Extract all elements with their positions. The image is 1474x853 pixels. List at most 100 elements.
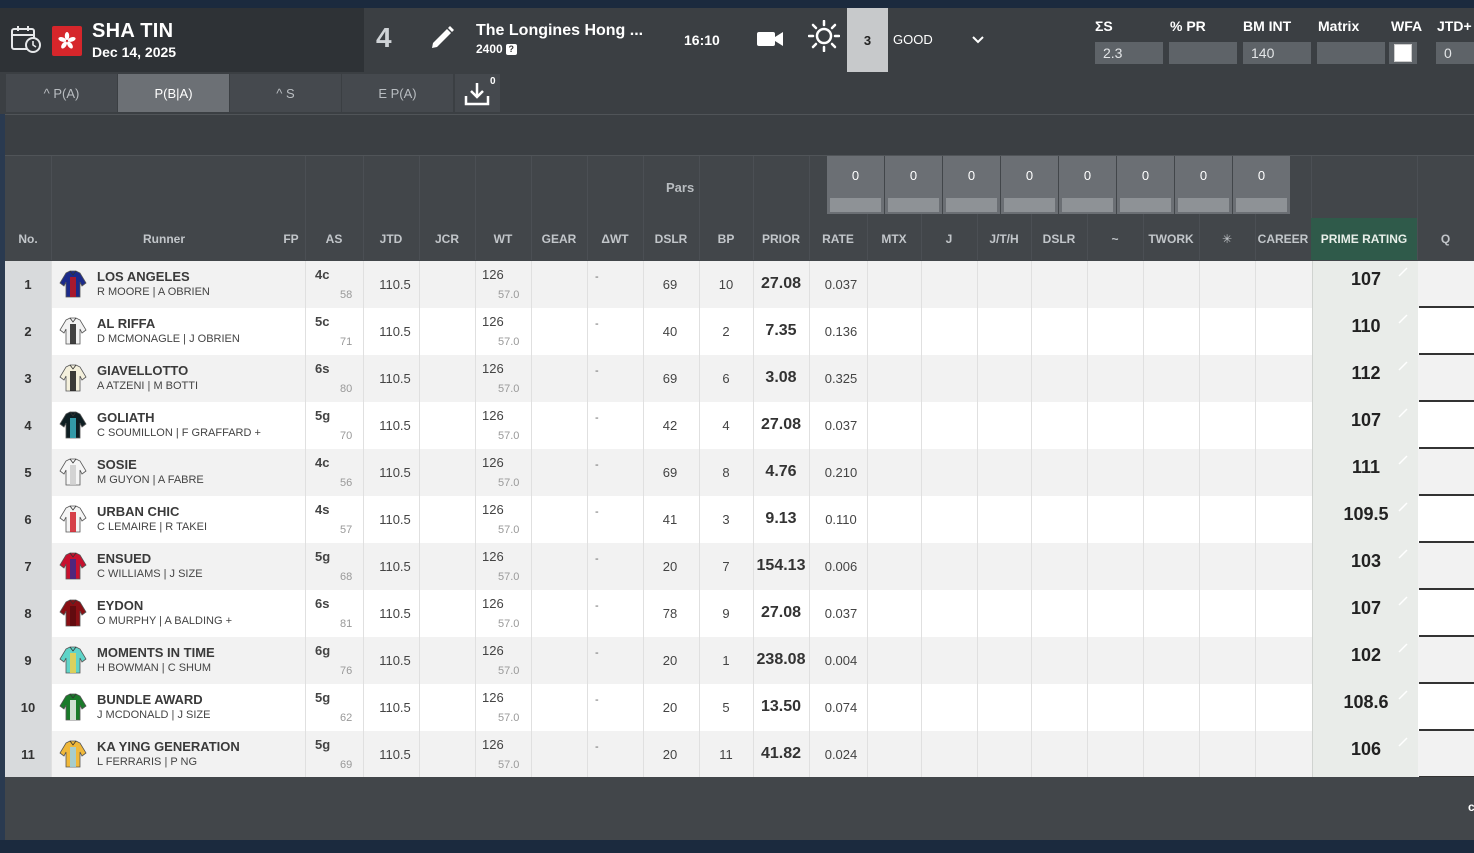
runner-name[interactable]: ENSUED (97, 551, 152, 566)
edit-corner-icon[interactable] (1398, 737, 1408, 747)
q-cell[interactable] (1419, 261, 1474, 308)
q-cell[interactable] (1419, 590, 1474, 637)
table-row[interactable]: 6 URBAN CHIC C LEMAIRE | R TAKEI 4s 57 1… (5, 496, 1474, 543)
prime-rating-cell[interactable]: 107 (1312, 590, 1418, 637)
prime-rating-cell[interactable]: 102 (1312, 637, 1418, 684)
pr-field[interactable] (1169, 42, 1237, 64)
runner-name[interactable]: AL RIFFA (97, 316, 156, 331)
jtd-plus-field[interactable]: 0 (1436, 42, 1474, 64)
runner-name[interactable]: GOLIATH (97, 410, 155, 425)
edit-corner-icon[interactable] (1398, 596, 1408, 606)
runner-name[interactable]: LOS ANGELES (97, 269, 190, 284)
par-cell[interactable]: 0 (827, 156, 884, 214)
race-number[interactable]: 4 (376, 22, 392, 53)
chevron-down-icon[interactable] (970, 34, 986, 46)
table-row[interactable]: 1 LOS ANGELES R MOORE | A OBRIEN 4c 58 1… (5, 261, 1474, 308)
download-button[interactable] (455, 74, 500, 112)
prime-rating-cell[interactable]: 109.5 (1312, 496, 1418, 543)
runner-name[interactable]: MOMENTS IN TIME (97, 645, 215, 660)
par-cell[interactable]: 0 (1117, 156, 1174, 214)
table-row[interactable]: 7 ENSUED C WILLIAMS | J SIZE 5g 68 110.5… (5, 543, 1474, 590)
col-twork[interactable]: TWORK (1148, 232, 1194, 246)
par-cell[interactable]: 0 (1059, 156, 1116, 214)
col-wt[interactable]: WT (493, 232, 513, 246)
par-cell[interactable]: 0 (943, 156, 1000, 214)
col-prime-rating[interactable]: PRIME RATING (1311, 218, 1417, 260)
q-cell[interactable] (1419, 731, 1474, 778)
runner-name[interactable]: EYDON (97, 598, 144, 613)
par-cell[interactable]: 0 (885, 156, 942, 214)
col-dslr[interactable]: DSLR (654, 232, 688, 246)
edit-corner-icon[interactable] (1398, 361, 1408, 371)
tab-e-p-a[interactable]: E P(A) (342, 74, 453, 112)
q-cell[interactable] (1419, 355, 1474, 402)
edit-corner-icon[interactable] (1398, 267, 1408, 277)
col-jcr[interactable]: JCR (434, 232, 459, 246)
runner-name[interactable]: KA YING GENERATION (97, 739, 240, 754)
col-tilde[interactable]: ~ (1111, 232, 1119, 246)
q-cell[interactable] (1419, 308, 1474, 355)
table-row[interactable]: 11 KA YING GENERATION L FERRARIS | P NG … (5, 731, 1474, 778)
col-fp[interactable]: FP (283, 232, 299, 246)
col-career[interactable]: CAREER (1257, 232, 1309, 246)
edit-corner-icon[interactable] (1398, 690, 1408, 700)
prime-rating-cell[interactable]: 103 (1312, 543, 1418, 590)
par-cell[interactable]: 0 (1175, 156, 1232, 214)
prime-rating-cell[interactable]: 112 (1312, 355, 1418, 402)
prime-rating-cell[interactable]: 110 (1312, 308, 1418, 355)
col-gear[interactable]: GEAR (541, 232, 577, 246)
prime-rating-cell[interactable]: 106 (1312, 731, 1418, 778)
table-row[interactable]: 10 BUNDLE AWARD J MCDONALD | J SIZE 5g 6… (5, 684, 1474, 731)
q-cell[interactable] (1419, 543, 1474, 590)
sum-s-field[interactable]: 2.3 (1095, 42, 1163, 64)
help-icon[interactable]: ? (505, 44, 517, 56)
q-cell[interactable] (1419, 637, 1474, 684)
col-prior[interactable]: PRIOR (761, 232, 800, 246)
col-as[interactable]: AS (325, 232, 343, 246)
runner-name[interactable]: SOSIE (97, 457, 137, 472)
col-star[interactable]: ✳ (1221, 232, 1233, 246)
col-bp[interactable]: BP (717, 232, 735, 246)
prime-rating-cell[interactable]: 108.6 (1312, 684, 1418, 731)
table-row[interactable]: 9 MOMENTS IN TIME H BOWMAN | C SHUM 6g 7… (5, 637, 1474, 684)
table-row[interactable]: 5 SOSIE M GUYON | A FABRE 4c 56 110.5 12… (5, 449, 1474, 496)
col-jtd[interactable]: JTD (379, 232, 403, 246)
pencil-icon[interactable] (428, 24, 456, 52)
wfa-checkbox[interactable] (1394, 44, 1412, 62)
q-cell[interactable] (1419, 496, 1474, 543)
edit-corner-icon[interactable] (1398, 549, 1408, 559)
table-row[interactable]: 4 GOLIATH C SOUMILLON | F GRAFFARD + 5g … (5, 402, 1474, 449)
prime-rating-cell[interactable]: 111 (1312, 449, 1418, 496)
runner-name[interactable]: GIAVELLOTTO (97, 363, 189, 378)
q-cell[interactable] (1419, 449, 1474, 496)
table-row[interactable]: 3 GIAVELLOTTO A ATZENI | M BOTTI 6s 80 1… (5, 355, 1474, 402)
video-camera-icon[interactable] (756, 28, 784, 50)
calendar-clock-icon[interactable] (10, 24, 42, 54)
col-delta-wt[interactable]: ΔWT (601, 232, 629, 246)
edit-corner-icon[interactable] (1398, 314, 1408, 324)
tab-p-a[interactable]: ^ P(A) (6, 74, 117, 112)
bm-int-field[interactable]: 140 (1243, 42, 1311, 64)
q-cell[interactable] (1419, 402, 1474, 449)
table-row[interactable]: 8 EYDON O MURPHY | A BALDING + 6s 81 110… (5, 590, 1474, 637)
par-cell[interactable]: 0 (1233, 156, 1290, 214)
col-rate[interactable]: RATE (822, 232, 854, 246)
prime-rating-cell[interactable]: 107 (1312, 402, 1418, 449)
par-cell[interactable]: 0 (1001, 156, 1058, 214)
table-row[interactable]: 2 AL RIFFA D MCMONAGLE | J OBRIEN 5c 71 … (5, 308, 1474, 355)
going-label[interactable]: GOOD (893, 32, 933, 47)
col-jth[interactable]: J/T/H (989, 232, 1019, 246)
edit-corner-icon[interactable] (1398, 643, 1408, 653)
tab-p-b-given-a[interactable]: P(B|A) (118, 74, 229, 112)
q-cell[interactable] (1419, 684, 1474, 731)
edit-corner-icon[interactable] (1398, 455, 1408, 465)
edit-corner-icon[interactable] (1398, 502, 1408, 512)
runner-name[interactable]: URBAN CHIC (97, 504, 180, 519)
prime-rating-cell[interactable]: 107 (1312, 261, 1418, 308)
col-mtx[interactable]: MTX (881, 232, 907, 246)
col-j[interactable]: J (945, 232, 953, 246)
col-runner[interactable]: Runner (143, 232, 185, 246)
tab-s[interactable]: ^ S (230, 74, 341, 112)
col-no[interactable]: No. (18, 232, 38, 246)
matrix-field[interactable] (1317, 42, 1385, 64)
